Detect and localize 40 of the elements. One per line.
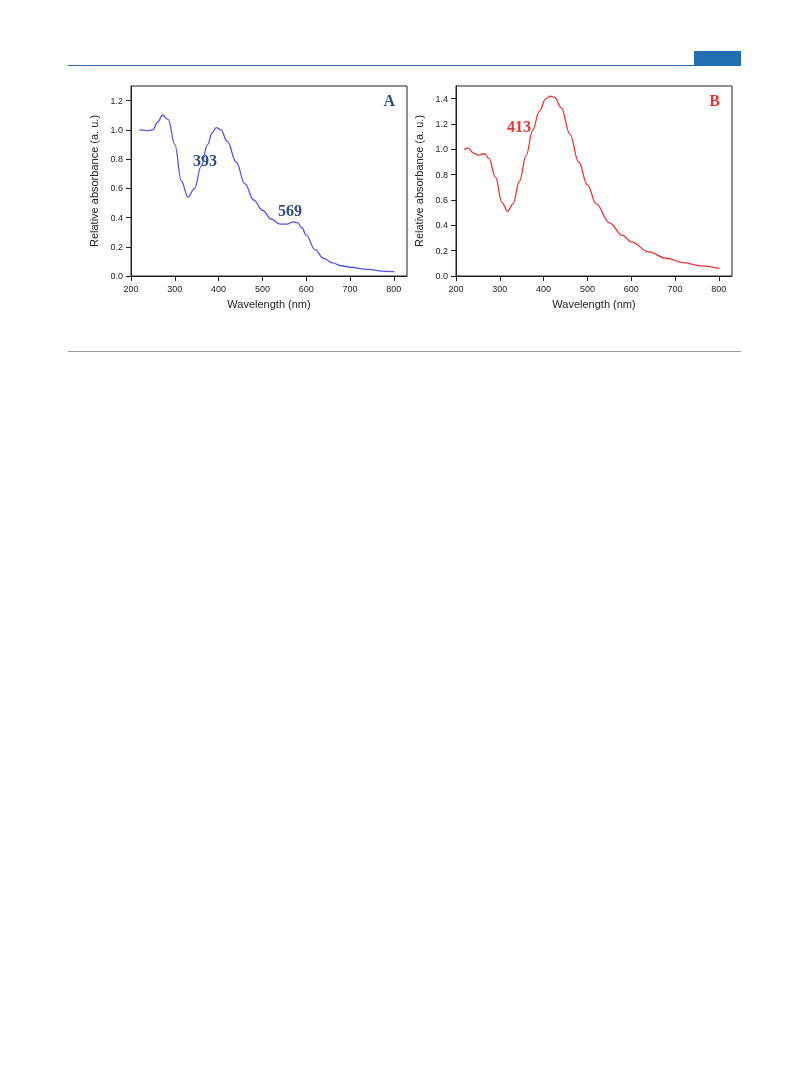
line-series bbox=[139, 114, 395, 273]
x-tick-label: 200 bbox=[448, 283, 464, 294]
x-tick-label: 500 bbox=[254, 283, 270, 294]
annotation: B bbox=[709, 91, 721, 109]
y-tick-label: 0.2 bbox=[110, 241, 123, 252]
x-tick-label: 600 bbox=[298, 283, 314, 294]
annotation: A bbox=[383, 91, 396, 109]
y-tick-label: 1.0 bbox=[110, 124, 123, 135]
y-tick-label: 1.2 bbox=[110, 95, 123, 106]
x-tick-label: 200 bbox=[123, 283, 139, 294]
y-tick-label: 1.4 bbox=[435, 93, 448, 104]
y-tick-label: 0.4 bbox=[435, 220, 448, 231]
x-tick-label: 800 bbox=[711, 283, 727, 294]
y-tick-label: 0.0 bbox=[110, 271, 123, 281]
x-axis-title: Wavelength (nm) bbox=[552, 297, 636, 310]
y-axis-title: Relative absorbance (a. u.) bbox=[87, 114, 100, 248]
x-tick-label: 700 bbox=[342, 283, 358, 294]
y-tick-label: 0.0 bbox=[435, 271, 448, 281]
x-tick-label: 300 bbox=[492, 283, 508, 294]
annotation: 413 bbox=[507, 117, 531, 135]
y-tick-label: 0.2 bbox=[435, 245, 448, 256]
annotation: 393 bbox=[193, 151, 217, 169]
y-tick-label: 0.8 bbox=[435, 169, 448, 180]
y-tick-label: 1.2 bbox=[435, 119, 448, 129]
annotation: 569 bbox=[278, 201, 302, 219]
y-tick-label: 1.0 bbox=[435, 144, 448, 155]
y-tick-label: 0.4 bbox=[110, 212, 123, 223]
y-tick-label: 0.6 bbox=[110, 183, 123, 194]
x-tick-label: 600 bbox=[623, 283, 639, 294]
x-tick-label: 300 bbox=[167, 283, 183, 294]
x-tick-label: 700 bbox=[667, 283, 683, 294]
y-tick-label: 0.6 bbox=[435, 195, 448, 205]
y-tick-label: 0.8 bbox=[110, 154, 123, 165]
x-tick-label: 400 bbox=[211, 283, 227, 294]
line-series bbox=[464, 95, 720, 270]
x-axis-title: Wavelength (nm) bbox=[227, 297, 311, 310]
x-tick-label: 500 bbox=[579, 283, 595, 294]
x-tick-label: 400 bbox=[536, 283, 552, 294]
x-tick-label: 800 bbox=[386, 283, 402, 294]
y-axis-title: Relative absorbance (a. u.) bbox=[412, 114, 425, 248]
